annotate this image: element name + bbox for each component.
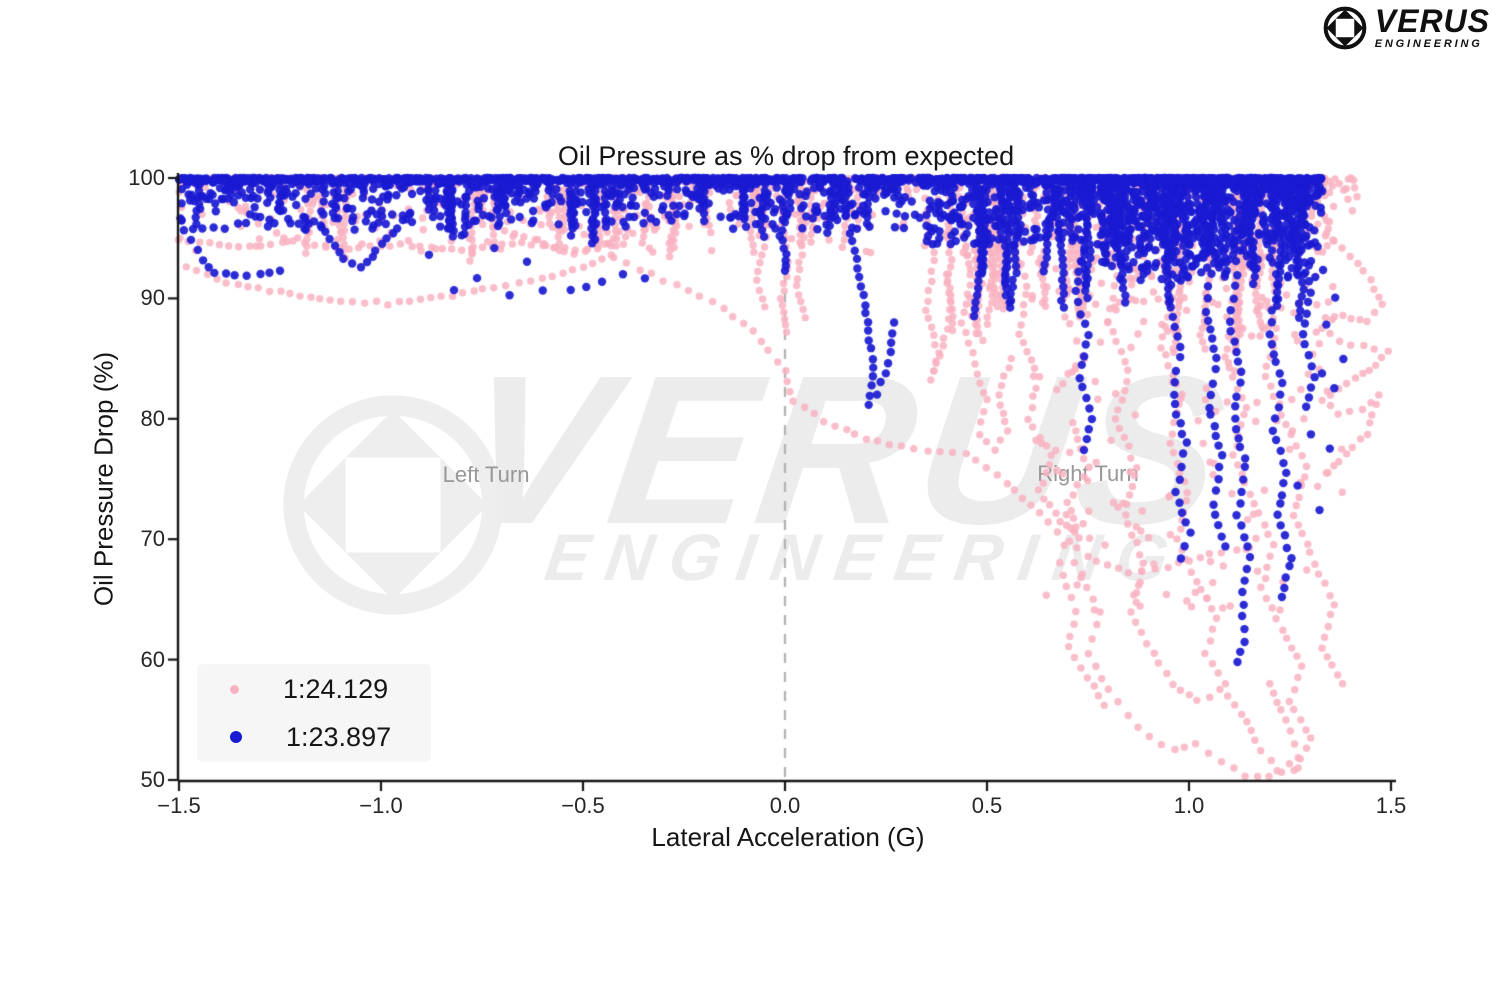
- legend-label: 1:23.897: [286, 721, 392, 752]
- legend-rows: 1:24.129 1:23.897: [197, 666, 431, 760]
- brand-logo: VERUS ENGINEERING: [1323, 5, 1490, 50]
- legend-item: 1:23.897: [197, 714, 431, 760]
- verus-logo-icon: [1323, 6, 1367, 49]
- brand-text: VERUS ENGINEERING: [1375, 5, 1490, 50]
- legend-marker-dot: [230, 731, 242, 743]
- brand-name: VERUS: [1374, 3, 1490, 39]
- brand-subname: ENGINEERING: [1374, 38, 1483, 50]
- legend-item: 1:24.129: [197, 666, 431, 712]
- legend: 1:24.129 1:23.897: [197, 664, 431, 762]
- legend-label: 1:24.129: [283, 673, 389, 704]
- legend-marker-dot: [230, 684, 239, 694]
